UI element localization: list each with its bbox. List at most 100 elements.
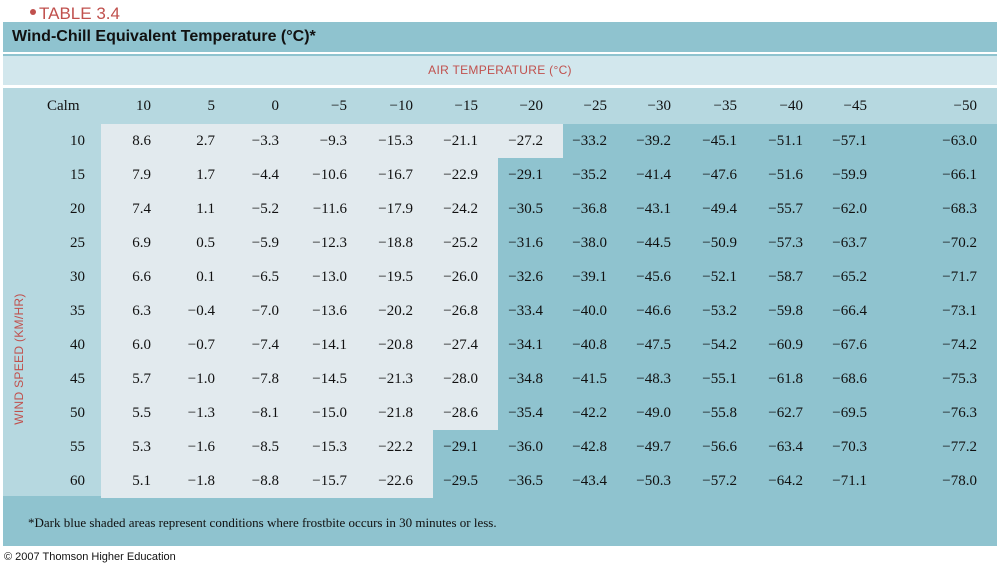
- wind-chill-value: −65.2: [832, 269, 867, 285]
- air-temp-header: −10: [389, 98, 413, 114]
- wind-chill-value: −28.0: [443, 371, 478, 387]
- wind-chill-value: −33.4: [508, 303, 543, 319]
- wind-chill-value: −64.2: [768, 473, 803, 489]
- wind-chill-value: −58.7: [768, 269, 803, 285]
- air-temp-header: −45: [843, 98, 867, 114]
- wind-chill-value: 2.7: [196, 133, 215, 149]
- wind-chill-value: −13.0: [312, 269, 347, 285]
- wind-chill-value: −29.1: [443, 439, 478, 455]
- air-temp-header: −40: [779, 98, 803, 114]
- wind-chill-value: 6.9: [132, 235, 151, 251]
- wind-chill-value: −1.8: [187, 473, 215, 489]
- wind-chill-value: −54.2: [702, 337, 737, 353]
- wind-chill-value: −66.4: [832, 303, 867, 319]
- wind-chill-value: −14.5: [312, 371, 347, 387]
- wind-chill-value: −8.8: [251, 473, 279, 489]
- wind-chill-value: −18.8: [378, 235, 413, 251]
- wind-chill-value: −73.1: [942, 303, 977, 319]
- wind-chill-value: −49.7: [636, 439, 671, 455]
- wind-chill-value: −77.2: [942, 439, 977, 455]
- table-title: Wind-Chill Equivalent Temperature (°C)*: [12, 28, 316, 45]
- wind-chill-value: −24.2: [443, 201, 478, 217]
- air-temp-header: −30: [647, 98, 671, 114]
- wind-chill-value: −45.1: [702, 133, 737, 149]
- wind-speed-column: [35, 124, 101, 496]
- wind-chill-value: −1.3: [187, 405, 215, 421]
- wind-chill-value: −22.9: [443, 167, 478, 183]
- air-temp-header: −20: [519, 98, 543, 114]
- wind-chill-value: −52.1: [702, 269, 737, 285]
- no-frostbite-area: [101, 396, 498, 430]
- no-frostbite-area: [101, 362, 498, 396]
- wind-speed-label: WIND SPEED (KM/HR): [12, 293, 26, 425]
- wind-chill-value: −17.9: [378, 201, 413, 217]
- wind-chill-value: −40.8: [572, 337, 607, 353]
- bullet-icon: [30, 8, 36, 15]
- wind-chill-value: −43.1: [636, 201, 671, 217]
- wind-chill-value: −8.5: [251, 439, 279, 455]
- wind-chill-value: 5.7: [132, 371, 151, 387]
- table-label-text: TABLE 3.4: [39, 4, 120, 23]
- wind-chill-value: −57.3: [768, 235, 803, 251]
- no-frostbite-area: [101, 192, 498, 226]
- wind-chill-value: −29.1: [508, 167, 543, 183]
- wind-chill-value: −42.8: [572, 439, 607, 455]
- wind-chill-value: −55.8: [702, 405, 737, 421]
- wind-chill-value: −50.9: [702, 235, 737, 251]
- wind-speed-value: 50: [70, 405, 85, 421]
- air-temp-header: −15: [454, 98, 478, 114]
- wind-chill-value: 5.3: [132, 439, 151, 455]
- wind-chill-value: −20.8: [378, 337, 413, 353]
- wind-chill-value: −5.2: [251, 201, 279, 217]
- wind-chill-value: −48.3: [636, 371, 671, 387]
- wind-chill-value: −14.1: [312, 337, 347, 353]
- wind-chill-table: Wind-Chill Equivalent Temperature (°C)* …: [3, 22, 997, 546]
- wind-chill-value: −15.0: [312, 405, 347, 421]
- wind-chill-value: −35.2: [572, 167, 607, 183]
- wind-chill-value: −36.8: [572, 201, 607, 217]
- wind-chill-value: 6.3: [132, 303, 151, 319]
- wind-chill-value: −10.6: [312, 167, 347, 183]
- table-label: TABLE 3.4: [30, 4, 120, 24]
- wind-chill-value: −31.6: [508, 235, 543, 251]
- wind-chill-value: −19.5: [378, 269, 413, 285]
- wind-chill-value: −3.3: [251, 133, 279, 149]
- wind-chill-value: −28.6: [443, 405, 478, 421]
- wind-chill-value: −76.3: [942, 405, 977, 421]
- wind-chill-value: −41.5: [572, 371, 607, 387]
- wind-chill-value: −0.4: [187, 303, 215, 319]
- wind-chill-value: 8.6: [132, 133, 151, 149]
- wind-chill-value: −7.4: [251, 337, 279, 353]
- wind-chill-value: −26.0: [443, 269, 478, 285]
- wind-chill-value: −44.5: [636, 235, 671, 251]
- wind-chill-value: −55.1: [702, 371, 737, 387]
- wind-chill-value: −20.2: [378, 303, 413, 319]
- wind-chill-value: −71.7: [942, 269, 977, 285]
- wind-chill-value: −68.6: [832, 371, 867, 387]
- wind-chill-value: −41.4: [636, 167, 671, 183]
- wind-chill-value: −66.1: [942, 167, 977, 183]
- wind-chill-value: −60.9: [768, 337, 803, 353]
- wind-chill-value: −63.4: [768, 439, 803, 455]
- wind-chill-value: −53.2: [702, 303, 737, 319]
- wind-chill-value: −15.3: [378, 133, 413, 149]
- wind-chill-value: 7.4: [132, 201, 151, 217]
- wind-chill-value: −39.1: [572, 269, 607, 285]
- wind-chill-value: −34.8: [508, 371, 543, 387]
- wind-chill-value: −62.0: [832, 201, 867, 217]
- wind-chill-value: −4.4: [251, 167, 279, 183]
- wind-chill-value: −71.1: [832, 473, 867, 489]
- column-header-row: [35, 88, 997, 124]
- wind-chill-value: −39.2: [636, 133, 671, 149]
- wind-chill-value: −69.5: [832, 405, 867, 421]
- wind-speed-value: 25: [70, 235, 85, 251]
- wind-speed-value: 35: [70, 303, 85, 319]
- no-frostbite-area: [101, 226, 498, 260]
- wind-chill-value: −51.1: [768, 133, 803, 149]
- wind-chill-value: 5.5: [132, 405, 151, 421]
- no-frostbite-area: [101, 464, 433, 498]
- no-frostbite-area: [101, 430, 433, 464]
- wind-chill-value: −27.2: [508, 133, 543, 149]
- wind-speed-value: 40: [70, 337, 85, 353]
- wind-chill-value: −35.4: [508, 405, 543, 421]
